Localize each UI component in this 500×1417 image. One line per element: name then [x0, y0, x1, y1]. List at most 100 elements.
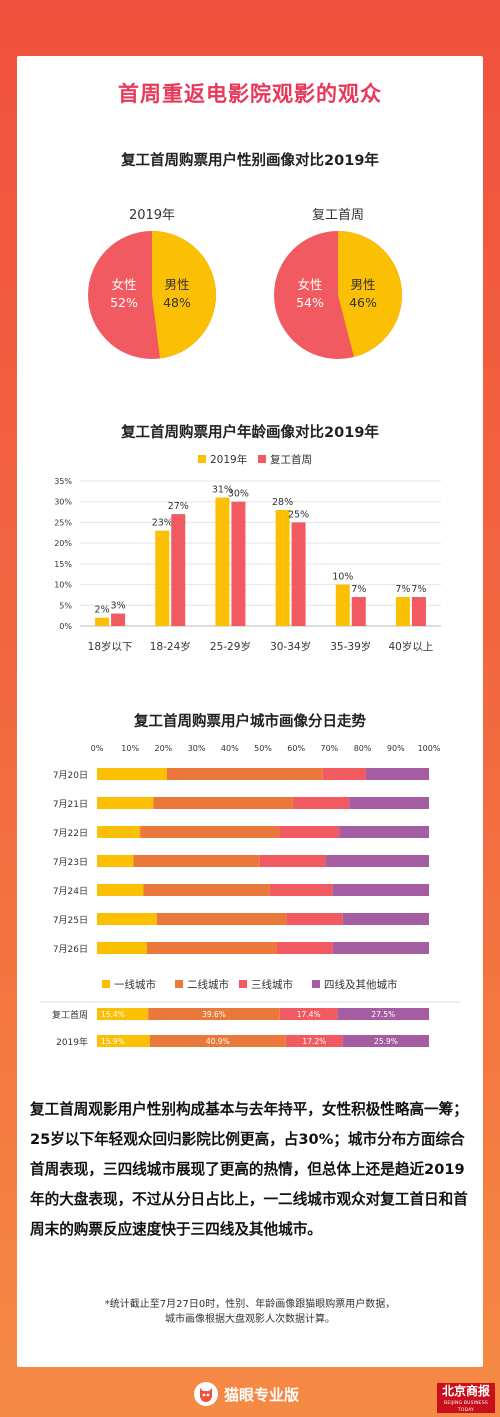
gender-chart-title: 复工首周购票用户性别画像对比2019年 — [121, 153, 379, 169]
stack-segment — [97, 942, 147, 954]
summary-segment — [149, 1035, 286, 1047]
summary-segment — [279, 1008, 338, 1020]
gender-pie-charts: 男性 48% 女性 52% 男性 46% 女性 54% — [88, 231, 402, 359]
female-value: 52% — [110, 295, 138, 310]
x-tick-label: 20% — [155, 744, 173, 753]
legend-swatch-0 — [198, 455, 206, 463]
stack-segment — [143, 884, 270, 896]
footnote-line-1: *统计截止至7月27日0时，性别、年龄画像跟猫眼购票用户数据， — [104, 1299, 396, 1310]
age-chart-title: 复工首周购票用户年龄画像对比2019年 — [121, 425, 379, 441]
male-label: 男性 — [164, 277, 189, 292]
stack-segment — [322, 768, 366, 780]
y-tick-label: 20% — [54, 539, 72, 548]
summary-segment — [337, 1008, 429, 1020]
logo-text: 猫眼专业版 — [224, 1385, 300, 1404]
cat-icon — [194, 1382, 218, 1406]
bar-reopen — [111, 613, 126, 626]
x-tick-label: 80% — [354, 744, 372, 753]
city-chart-title: 复工首周购票用户城市画像分日走势 — [134, 714, 366, 730]
stack-segment — [349, 797, 429, 809]
bar-reopen — [231, 501, 246, 626]
legend-swatch — [102, 980, 110, 988]
x-tick-label: 60% — [287, 744, 305, 753]
age-bar-chart: 2019年 复工首周 0% 5% 10% 15% 20% 25% 30% 35% 2% 3% 18岁以下… — [54, 453, 441, 653]
row-label: 7月24日 — [53, 886, 88, 897]
y-tick-label: 25% — [54, 518, 72, 527]
stack-segment — [97, 826, 141, 838]
male-label: 男性 — [350, 277, 375, 292]
pie-slice-male — [152, 231, 217, 359]
x-tick-label: 70% — [321, 744, 339, 753]
stack-segment — [97, 913, 157, 925]
stack-segment — [97, 768, 167, 780]
summary-segment-label: 25.9% — [374, 1037, 398, 1046]
stack-segment — [156, 913, 287, 925]
badge-en: BEIJING BUSINESS TODAY — [444, 1401, 488, 1413]
bar-value-label: 2% — [95, 605, 110, 616]
bar-2019 — [335, 584, 350, 626]
x-tick-label: 40岁以上 — [388, 640, 433, 653]
summary-segment-label: 27.5% — [371, 1010, 395, 1019]
stack-segment — [133, 855, 260, 867]
legend-label-1: 复工首周 — [270, 453, 312, 466]
stack-segment — [97, 797, 154, 809]
x-tick-label: 18岁以下 — [88, 640, 133, 653]
footnote-line-2: 城市画像根据大盘观影人次数据计算。 — [165, 1314, 335, 1325]
bar-value-label: 23% — [152, 518, 173, 529]
city-stacked-bar-chart: 0% 10% 20% 30% 40% 50% 60% 70% 80% 90% 100% 7月20日 7月… — [40, 744, 460, 1048]
legend-swatch — [175, 980, 183, 988]
stack-segment — [286, 913, 343, 925]
beijing-business-today-badge: 北京商报 BEIJING BUSINESS TODAY — [437, 1383, 495, 1413]
bar-reopen — [291, 522, 306, 626]
stack-segment — [292, 797, 350, 809]
summary-segment — [148, 1008, 280, 1020]
legend-label: 四线及其他城市 — [324, 978, 398, 991]
stack-segment — [166, 768, 323, 780]
summary-segment-label: 17.4% — [297, 1010, 321, 1019]
stack-segment — [97, 884, 144, 896]
x-tick-label: 10% — [121, 744, 139, 753]
footnote: *统计截止至7月27日0时，性别、年龄画像跟猫眼购票用户数据， 城市画像根据大盘… — [40, 1297, 460, 1327]
bar-reopen — [351, 597, 366, 626]
bar-value-label: 31% — [212, 485, 233, 496]
summary-segment-label: 15.4% — [101, 1010, 125, 1019]
row-label: 7月21日 — [53, 799, 88, 810]
x-tick-label: 30-34岁 — [270, 640, 311, 653]
female-label: 女性 — [111, 277, 136, 292]
stack-segment — [332, 884, 429, 896]
stack-segment — [326, 855, 429, 867]
bar-2019 — [155, 530, 170, 626]
summary-segment-label: 17.2% — [302, 1037, 326, 1046]
summary-segment-label: 39.6% — [202, 1010, 226, 1019]
bar-reopen — [171, 514, 186, 626]
bar-2019 — [275, 510, 290, 626]
bar-2019 — [95, 617, 110, 626]
legend-label: 二线城市 — [187, 978, 229, 991]
summary-segment — [97, 1008, 149, 1020]
page-title: 首周重返电影院观影的观众 — [118, 82, 382, 106]
bar-value-label: 7% — [411, 584, 426, 595]
x-tick-label: 40% — [221, 744, 239, 753]
male-value: 48% — [163, 295, 191, 310]
y-tick-label: 30% — [54, 498, 72, 507]
stack-segment — [339, 826, 429, 838]
bar-value-label: 10% — [332, 572, 353, 583]
maoyan-logo: 猫眼专业版 — [194, 1379, 299, 1409]
y-tick-label: 10% — [54, 581, 72, 590]
legend-label: 一线城市 — [114, 978, 156, 991]
bar-value-label: 30% — [228, 489, 249, 500]
legend-swatch-1 — [258, 455, 266, 463]
female-value: 54% — [296, 295, 324, 310]
legend-label: 三线城市 — [251, 978, 293, 991]
row-label: 7月22日 — [53, 828, 88, 839]
y-tick-label: 35% — [54, 477, 72, 486]
pie-slice-male — [338, 231, 402, 357]
x-tick-label: 35-39岁 — [330, 640, 371, 653]
stack-segment — [259, 855, 327, 867]
row-label: 7月25日 — [53, 915, 88, 926]
row-label: 7月20日 — [53, 770, 88, 781]
pie-reopen-title: 复工首周 — [311, 208, 364, 223]
stack-segment — [146, 942, 277, 954]
bar-value-label: 27% — [168, 501, 189, 512]
summary-segment-label: 40.9% — [206, 1037, 230, 1046]
